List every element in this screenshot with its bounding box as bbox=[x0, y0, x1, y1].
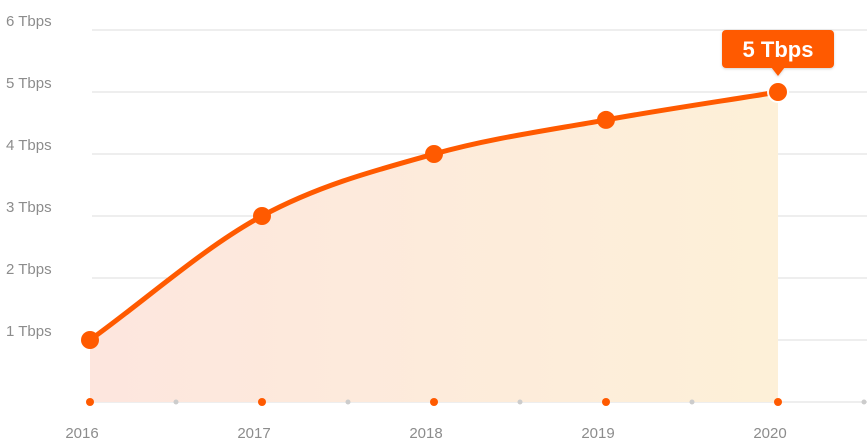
y-tick-label-1: 1 Tbps bbox=[6, 323, 52, 340]
x-tick-label-2017: 2017 bbox=[237, 425, 270, 442]
x-tick-label-2018: 2018 bbox=[409, 425, 442, 442]
area-fill bbox=[90, 92, 778, 402]
data-point-2018 bbox=[425, 145, 443, 163]
x-axis-major-dot-2017 bbox=[258, 398, 266, 406]
callout-box bbox=[722, 30, 834, 68]
value-callout: 5 Tbps bbox=[722, 30, 834, 76]
y-tick-label-5: 5 Tbps bbox=[6, 75, 52, 92]
x-axis-major-dot-2020 bbox=[774, 398, 782, 406]
y-axis-labels: 1 Tbps 2 Tbps 3 Tbps 4 Tbps 5 Tbps 6 Tbps bbox=[6, 13, 52, 340]
callout-label: 5 Tbps bbox=[743, 37, 814, 62]
x-axis-minor-dot-4 bbox=[861, 399, 867, 405]
x-tick-label-2019: 2019 bbox=[581, 425, 614, 442]
data-point-2020 bbox=[769, 83, 787, 101]
x-axis-minor-dot-3 bbox=[689, 399, 695, 405]
callout-pointer bbox=[771, 67, 785, 76]
data-point-2016 bbox=[81, 331, 99, 349]
x-axis-major-dot-2019 bbox=[602, 398, 610, 406]
callout-bubble bbox=[722, 30, 834, 76]
area-fill-shape bbox=[90, 92, 778, 402]
data-points bbox=[81, 81, 789, 349]
y-tick-label-2: 2 Tbps bbox=[6, 261, 52, 278]
x-axis-major-dot-2018 bbox=[430, 398, 438, 406]
y-tick-label-3: 3 Tbps bbox=[6, 199, 52, 216]
y-tick-label-6: 6 Tbps bbox=[6, 13, 52, 30]
data-point-2017 bbox=[253, 207, 271, 225]
x-axis-dots bbox=[86, 398, 867, 406]
x-axis-labels: 2016 2017 2018 2019 2020 bbox=[65, 425, 786, 442]
x-tick-label-2016: 2016 bbox=[65, 425, 98, 442]
data-point-2019 bbox=[597, 110, 615, 129]
x-axis-minor-dot-2 bbox=[517, 399, 523, 405]
y-tick-label-4: 4 Tbps bbox=[6, 137, 52, 154]
x-axis-minor-dot-0 bbox=[173, 399, 179, 405]
x-axis-minor-dot-1 bbox=[345, 399, 351, 405]
x-tick-label-2020: 2020 bbox=[753, 425, 786, 442]
x-axis-major-dot-2016 bbox=[86, 398, 94, 406]
